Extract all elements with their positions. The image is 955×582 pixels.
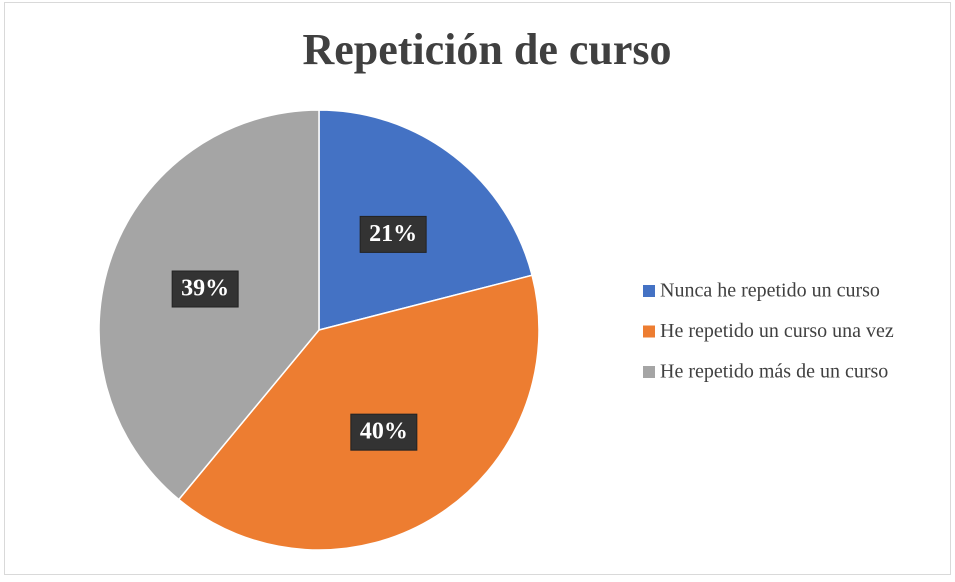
data-label: 40%: [360, 419, 408, 445]
legend-swatch: [643, 366, 655, 378]
data-label-box: [359, 215, 427, 253]
data-label: 39%: [181, 276, 229, 302]
chart-title: Repetición de curso: [302, 25, 671, 74]
data-label-box: [350, 413, 418, 451]
pie-slice: [177, 274, 540, 551]
data-label-box: [171, 270, 239, 308]
legend-swatch: [643, 285, 655, 297]
legend-label: He repetido un curso una vez: [660, 320, 894, 342]
legend-label: Nunca he repetido un curso: [660, 280, 880, 302]
legend-label: He repetido más de un curso: [660, 361, 888, 383]
legend-swatch: [643, 325, 655, 338]
data-label: 21%: [369, 221, 417, 247]
